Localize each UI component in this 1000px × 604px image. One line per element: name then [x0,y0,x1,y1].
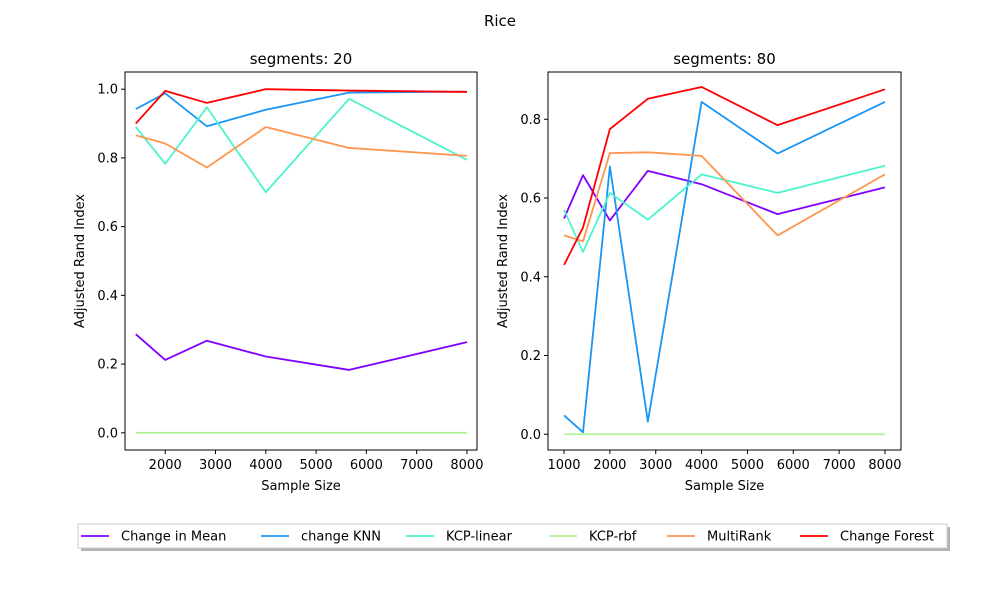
legend-label-kcp-rbf: KCP-rbf [589,530,637,545]
plot-area [125,72,477,450]
chart-panel-2: 1000 2000 3000 4000 5000 6000 7000 8000 0.0 0.2 0.… [496,50,902,494]
y-tick-label: 0.8 [97,151,118,166]
x-tick-label: 7000 [400,458,433,473]
x-tick-label: 2000 [593,458,626,473]
series-line-multirank [135,126,468,169]
x-axis-label: Sample Size [685,479,765,494]
x-tick-label: 6000 [350,458,383,473]
y-tick-label: 0.0 [97,426,118,441]
y-axis-label: Adjusted Rand Index [73,194,88,328]
legend-label-change-forest: Change Forest [840,530,934,545]
x-tick-label: 4000 [249,458,282,473]
y-tick-label: 0.2 [520,349,541,364]
panel-title: segments: 20 [250,50,353,68]
x-tick-label: 1000 [547,458,580,473]
series-line-kcp-linear [563,164,886,253]
x-tick-label: 5000 [731,458,764,473]
series-line-change-forest [135,88,467,125]
x-tick-label: 7000 [823,458,856,473]
panel-title: segments: 80 [673,50,776,68]
panels: 2000 3000 4000 5000 6000 7000 8000 0.0 0.2 0.4 0.6… [73,50,902,494]
plot-area [548,72,901,450]
y-tick-label: 0.8 [520,113,541,128]
y-tick-label: 0.4 [97,289,118,304]
y-tick-label: 0.0 [520,428,541,443]
legend-label-multirank: MultiRank [707,530,772,545]
x-tick-label: 8000 [868,458,901,473]
y-tick-label: 1.0 [97,83,118,98]
y-tick-label: 0.6 [520,192,541,207]
x-tick-label: 5000 [300,458,333,473]
x-axis-label: Sample Size [261,479,341,494]
y-tick-label: 0.4 [520,270,541,285]
x-tick-label: 3000 [639,458,672,473]
x-tick-label: 6000 [777,458,810,473]
axes-frame [547,71,902,451]
x-tick-label: 3000 [199,458,232,473]
y-axis-label: Adjusted Rand Index [496,194,511,328]
series-line-change-knn [563,101,886,434]
figure-suptitle: Rice [484,12,516,30]
series-line-change-in-mean [135,333,468,371]
legend-label-change-in-mean: Change in Mean [121,530,226,545]
x-tick-label: 2000 [149,458,182,473]
y-tick-label: 0.6 [97,220,118,235]
y-tick-label: 0.2 [97,358,118,373]
x-tick-label: 4000 [685,458,718,473]
series-line-multirank [563,151,886,243]
legend-label-change-knn: change KNN [301,530,381,545]
axes-frame [124,71,478,451]
legend-label-kcp-linear: KCP-linear [446,530,513,545]
x-tick-label: 8000 [450,458,483,473]
series-line-kcp-linear [135,97,468,194]
chart-panel-1: 2000 3000 4000 5000 6000 7000 8000 0.0 0.2 0.4 0.6… [73,50,483,494]
series-line-change-forest [563,86,886,266]
legend: Change in Mean change KNN KCP-linear KCP-rb… [77,523,950,551]
series-line-change-in-mean [563,169,886,222]
